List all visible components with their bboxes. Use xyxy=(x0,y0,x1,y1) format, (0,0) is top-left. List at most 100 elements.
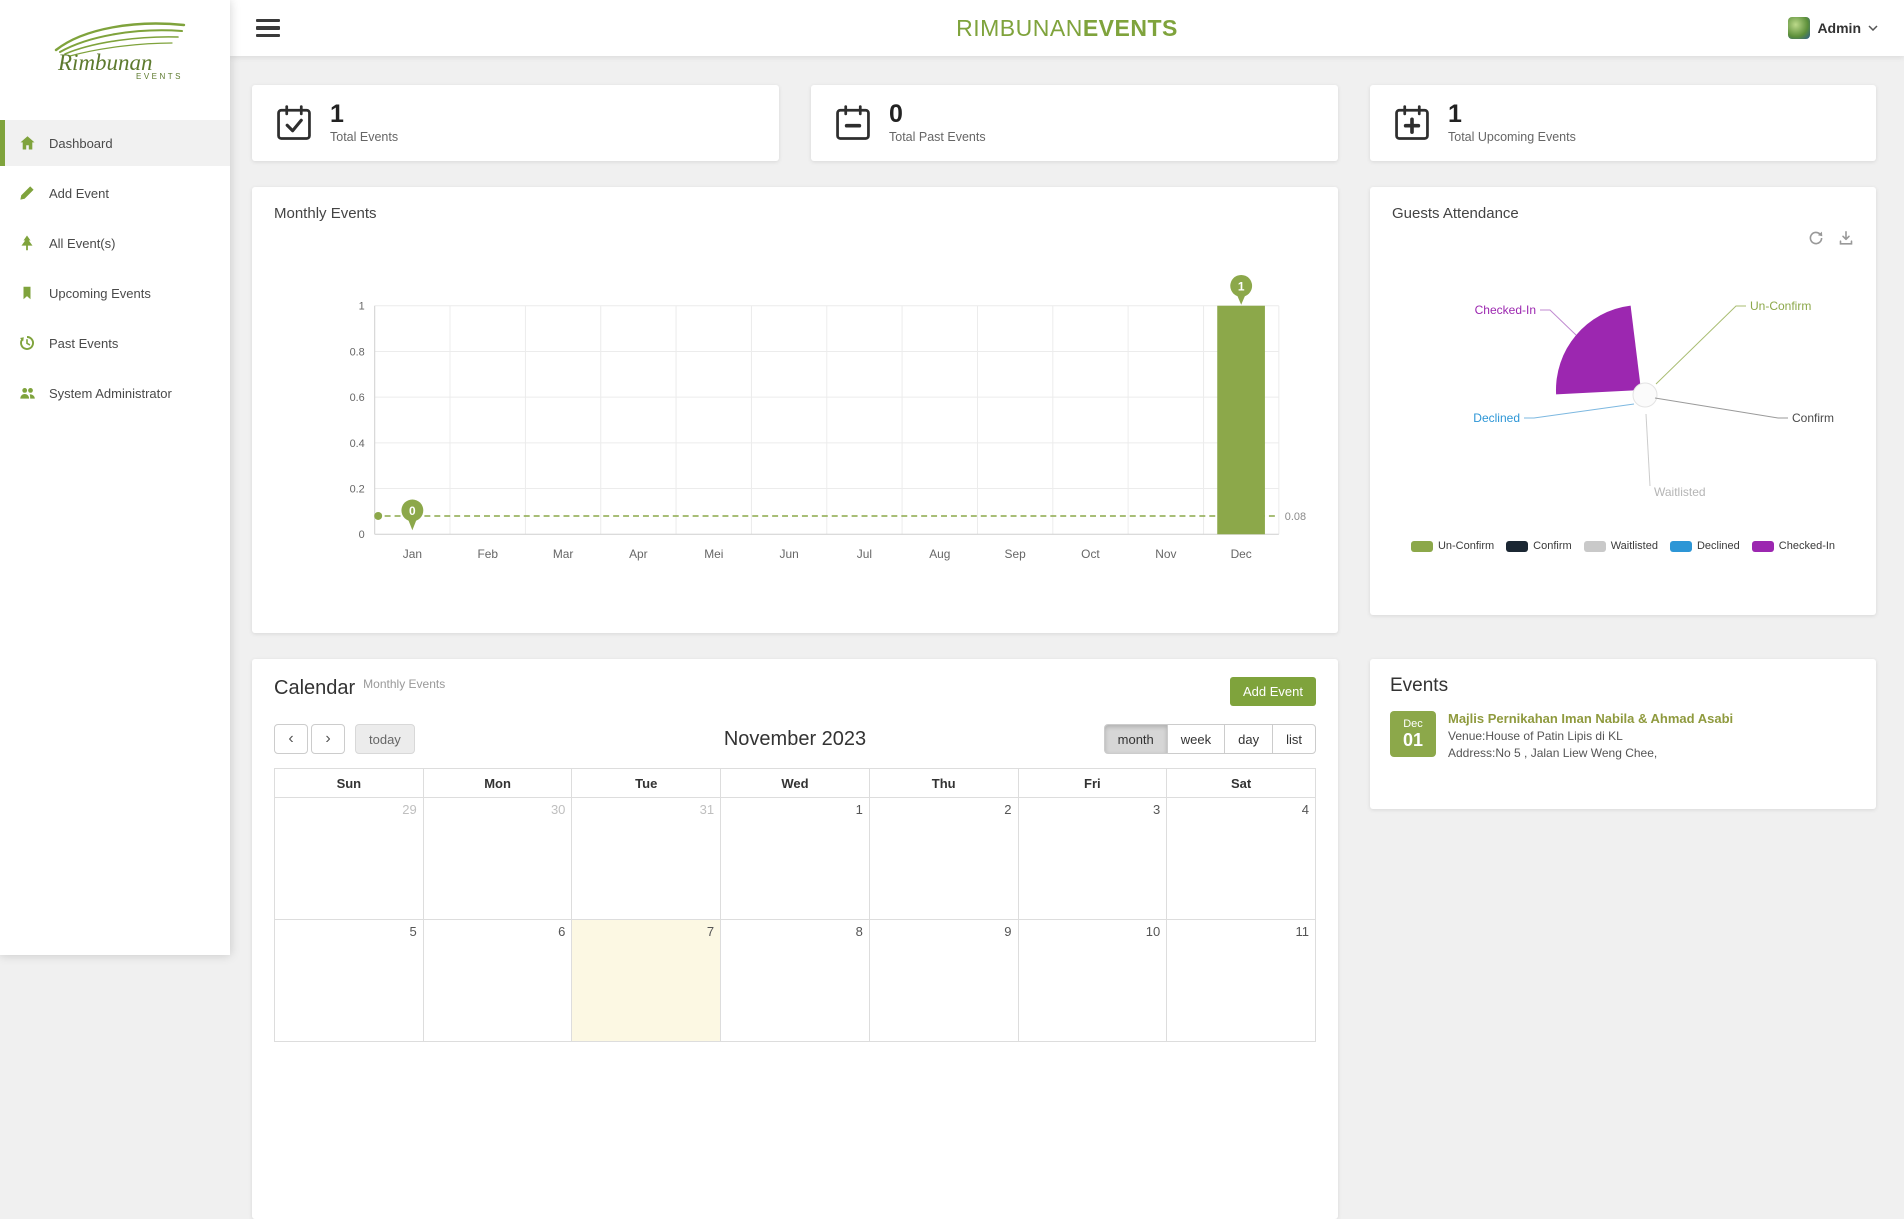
svg-text:Mei: Mei xyxy=(704,547,723,561)
calendar-check-icon xyxy=(274,103,314,143)
day-cell[interactable]: 5 xyxy=(275,920,424,1042)
sidebar-item-past-events[interactable]: Past Events xyxy=(0,320,230,366)
day-header-wed: Wed xyxy=(721,769,870,798)
label-un-confirm: Un-Confirm xyxy=(1750,299,1811,313)
logo-graphic: Rimbunan EVENTS xyxy=(40,16,190,82)
svg-text:0.2: 0.2 xyxy=(350,484,365,496)
view-month-button[interactable]: month xyxy=(1104,724,1168,754)
sidebar: Rimbunan EVENTS Dashboard Add Event All … xyxy=(0,0,230,955)
event-name: Majlis Pernikahan Iman Nabila & Ahmad As… xyxy=(1448,711,1733,726)
label-waitlisted: Waitlisted xyxy=(1654,485,1706,499)
brand-bold: EVENTS xyxy=(1083,15,1178,41)
day-cell[interactable]: 11 xyxy=(1167,920,1316,1042)
today-button[interactable]: today xyxy=(355,724,415,754)
user-menu[interactable]: Admin xyxy=(1788,17,1878,39)
label-declined: Declined xyxy=(1473,411,1520,425)
app-logo: Rimbunan EVENTS xyxy=(0,0,230,110)
pencil-icon xyxy=(18,185,36,202)
event-list-item[interactable]: Dec 01 Majlis Pernikahan Iman Nabila & A… xyxy=(1390,711,1856,760)
svg-text:Jan: Jan xyxy=(403,547,422,561)
day-cell[interactable]: 10 xyxy=(1018,920,1167,1042)
sidebar-item-dashboard[interactable]: Dashboard xyxy=(0,120,230,166)
legend-un-confirm[interactable]: Un-Confirm xyxy=(1411,540,1494,552)
day-cell[interactable]: 6 xyxy=(423,920,572,1042)
day-header-fri: Fri xyxy=(1018,769,1167,798)
sidebar-item-add-event[interactable]: Add Event xyxy=(0,170,230,216)
day-cell[interactable]: 1 xyxy=(721,798,870,920)
sidebar-item-label: All Event(s) xyxy=(49,236,115,251)
label-checked-in: Checked-In xyxy=(1475,303,1536,317)
svg-text:0: 0 xyxy=(409,504,416,518)
sidebar-item-label: System Administrator xyxy=(49,386,172,401)
sidebar-item-label: Add Event xyxy=(49,186,109,201)
app-title: RIMBUNANEVENTS xyxy=(956,15,1178,42)
sidebar-item-system-administrator[interactable]: System Administrator xyxy=(0,370,230,416)
calendar-plus-icon xyxy=(1392,103,1432,143)
stat-text: 1 Total Events xyxy=(330,102,398,144)
users-icon xyxy=(18,385,36,402)
refresh-icon[interactable] xyxy=(1808,230,1824,246)
svg-text:0.6: 0.6 xyxy=(350,392,365,404)
sidebar-item-label: Past Events xyxy=(49,336,118,351)
legend-declined[interactable]: Declined xyxy=(1670,540,1740,552)
day-cell[interactable]: 3 xyxy=(1018,798,1167,920)
day-cell[interactable]: 29 xyxy=(275,798,424,920)
svg-text:0.4: 0.4 xyxy=(350,438,365,450)
day-cell[interactable]: 2 xyxy=(869,798,1018,920)
day-cell[interactable]: 9 xyxy=(869,920,1018,1042)
stat-value: 1 xyxy=(1448,102,1576,127)
calendar-title: Calendar xyxy=(274,677,355,700)
download-icon[interactable] xyxy=(1838,230,1854,246)
slice-checked-in xyxy=(1556,306,1641,395)
bookmark-icon xyxy=(18,285,36,302)
monthly-events-card: Monthly Events 1 xyxy=(252,187,1338,633)
history-icon xyxy=(18,335,36,352)
day-cell[interactable]: 8 xyxy=(721,920,870,1042)
event-venue: Venue:House of Patin Lipis di KL xyxy=(1448,729,1733,743)
prev-month-button[interactable]: ‹ xyxy=(274,724,308,754)
calendar-card: Calendar Monthly Events Add Event ‹ › to… xyxy=(252,659,1338,1219)
top-header: RIMBUNANEVENTS Admin xyxy=(230,0,1904,56)
pie-hub xyxy=(1633,383,1657,407)
view-switcher: month week day list xyxy=(1104,724,1316,754)
home-icon xyxy=(18,135,36,152)
main-area: RIMBUNANEVENTS Admin 1 Total Events xyxy=(230,0,1904,1219)
legend-checked-in[interactable]: Checked-In xyxy=(1752,540,1835,552)
average-line-dot xyxy=(374,512,382,520)
add-event-button[interactable]: Add Event xyxy=(1230,677,1316,706)
day-cell[interactable]: 31 xyxy=(572,798,721,920)
chart-toolbar xyxy=(1392,230,1854,246)
day-header-mon: Mon xyxy=(423,769,572,798)
event-address: Address:No 5 , Jalan Liew Weng Chee, xyxy=(1448,746,1733,760)
svg-text:Apr: Apr xyxy=(629,547,648,561)
day-cell[interactable]: 4 xyxy=(1167,798,1316,920)
bar-dec xyxy=(1217,306,1265,535)
calendar-day-header-row: Sun Mon Tue Wed Thu Fri Sat xyxy=(275,769,1316,798)
guests-attendance-chart: Checked-In Un-Confirm Confirm Declined W… xyxy=(1392,264,1854,514)
sidebar-item-upcoming-events[interactable]: Upcoming Events xyxy=(0,270,230,316)
avatar xyxy=(1788,17,1810,39)
calendar-week-row: 5 6 7 8 9 10 11 xyxy=(275,920,1316,1042)
stat-label: Total Events xyxy=(330,130,398,144)
view-day-button[interactable]: day xyxy=(1224,724,1273,754)
calendar-grid: Sun Mon Tue Wed Thu Fri Sat 29 30 31 1 xyxy=(274,768,1316,1042)
monthly-events-chart: 1 0.8 0.6 0.4 0.2 0 Jan Feb Mar Apr Mei … xyxy=(274,266,1310,574)
legend-waitlisted[interactable]: Waitlisted xyxy=(1584,540,1658,552)
svg-text:Sep: Sep xyxy=(1005,547,1027,561)
monthly-events-title: Monthly Events xyxy=(274,205,1316,222)
calendar-subtitle: Monthly Events xyxy=(363,677,445,691)
view-week-button[interactable]: week xyxy=(1167,724,1225,754)
day-cell[interactable]: 30 xyxy=(423,798,572,920)
svg-text:0.8: 0.8 xyxy=(350,346,365,358)
hamburger-menu-icon[interactable] xyxy=(256,19,280,38)
stat-label: Total Upcoming Events xyxy=(1448,130,1576,144)
view-list-button[interactable]: list xyxy=(1272,724,1316,754)
guests-attendance-card: Guests Attendance xyxy=(1370,187,1876,615)
sidebar-item-label: Dashboard xyxy=(49,136,113,151)
day-cell-today[interactable]: 7 xyxy=(572,920,721,1042)
legend-confirm[interactable]: Confirm xyxy=(1506,540,1572,552)
stat-text: 1 Total Upcoming Events xyxy=(1448,102,1576,144)
svg-text:Aug: Aug xyxy=(929,547,950,561)
sidebar-item-all-events[interactable]: All Event(s) xyxy=(0,220,230,266)
next-month-button[interactable]: › xyxy=(311,724,345,754)
